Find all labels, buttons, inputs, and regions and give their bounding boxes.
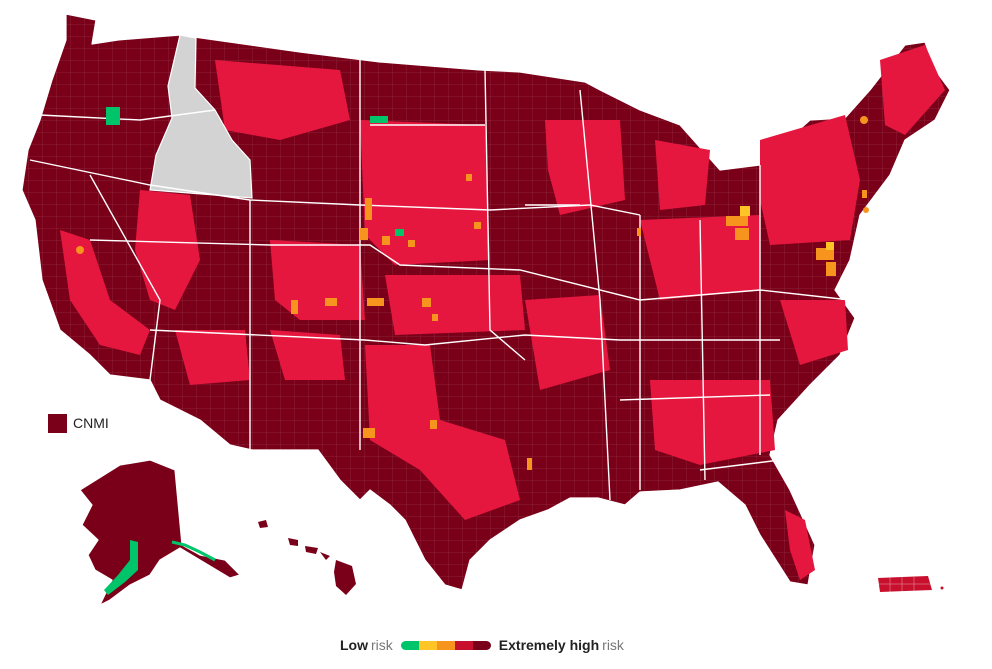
region-arizona-north <box>175 330 250 385</box>
hawaii-island <box>305 546 318 554</box>
hawaii-island <box>320 552 330 560</box>
county-spot <box>408 240 415 247</box>
region-kansas-oklahoma <box>385 275 525 335</box>
county-spot <box>527 458 532 470</box>
state-alaska <box>79 459 241 606</box>
county-spot <box>726 216 748 226</box>
region-central-california <box>60 230 150 355</box>
hawaii-island <box>258 520 268 528</box>
county-spot <box>365 198 372 220</box>
county-spot <box>367 298 384 306</box>
legend-low-suffix: risk <box>371 637 393 653</box>
region-missouri-arkansas <box>525 295 610 390</box>
region-montana <box>215 60 350 140</box>
county-spot <box>395 229 404 236</box>
region-florida <box>785 510 815 580</box>
state-idaho-no-data <box>149 34 253 199</box>
region-texas <box>365 345 520 520</box>
cnmi-label: CNMI <box>73 415 109 431</box>
region-new-york-pennsylvania <box>760 115 860 245</box>
county-spot <box>860 116 868 124</box>
legend-low-label: Low <box>340 637 368 653</box>
risk-legend: Low risk Extremely high risk <box>340 636 624 654</box>
state-borders <box>29 60 851 501</box>
hawaii-island <box>288 538 298 546</box>
legend-high-label: Extremely high <box>498 637 600 653</box>
legend-color-chip-5 <box>472 640 491 650</box>
legend-color-chip-3 <box>436 640 455 650</box>
county-spot <box>816 248 834 260</box>
state-hawaii <box>258 520 356 595</box>
county-spot <box>826 262 836 276</box>
county-spot <box>637 228 641 236</box>
county-spot <box>106 107 120 125</box>
county-spot <box>862 190 867 198</box>
county-spot <box>363 428 375 438</box>
legend-high-suffix: risk <box>602 637 624 653</box>
county-spot <box>740 206 750 216</box>
legend-color-chip-1 <box>400 640 419 650</box>
region-virginia-carolina <box>780 300 848 365</box>
county-spot <box>382 236 390 245</box>
region-ohio-valley <box>640 215 760 300</box>
moderate-risk-counties <box>76 116 869 470</box>
county-spot <box>422 298 431 307</box>
county-spot <box>430 420 437 429</box>
region-new-england <box>880 45 945 135</box>
county-spot <box>863 207 869 213</box>
county-spot <box>291 300 298 314</box>
legend-color-chip-2 <box>418 640 437 650</box>
hawaii-big-island <box>334 560 356 595</box>
territory-us-virgin-islands <box>940 586 944 590</box>
county-spot <box>474 222 481 229</box>
region-georgia-alabama <box>650 380 775 465</box>
region-central-plains <box>360 120 490 265</box>
puerto-rico-county-lines <box>878 577 932 592</box>
legend-color-scale <box>400 640 491 650</box>
county-spot <box>76 246 84 254</box>
county-spot <box>432 314 438 321</box>
county-spot <box>360 228 368 240</box>
cnmi-swatch <box>48 414 67 433</box>
county-spot <box>735 228 749 240</box>
legend-color-chip-4 <box>454 640 473 650</box>
region-michigan <box>655 140 710 210</box>
elevated-risk-counties <box>740 206 834 250</box>
low-risk-counties <box>106 107 404 236</box>
region-great-basin <box>135 190 200 310</box>
region-upper-midwest <box>545 120 625 215</box>
region-new-mexico-west <box>270 330 345 380</box>
county-spot <box>325 298 337 306</box>
alaska-low-risk <box>104 540 138 595</box>
county-spot <box>370 116 388 123</box>
alaska-panhandle-low-risk <box>171 540 216 562</box>
county-spot <box>826 242 834 250</box>
county-spot <box>466 174 472 181</box>
